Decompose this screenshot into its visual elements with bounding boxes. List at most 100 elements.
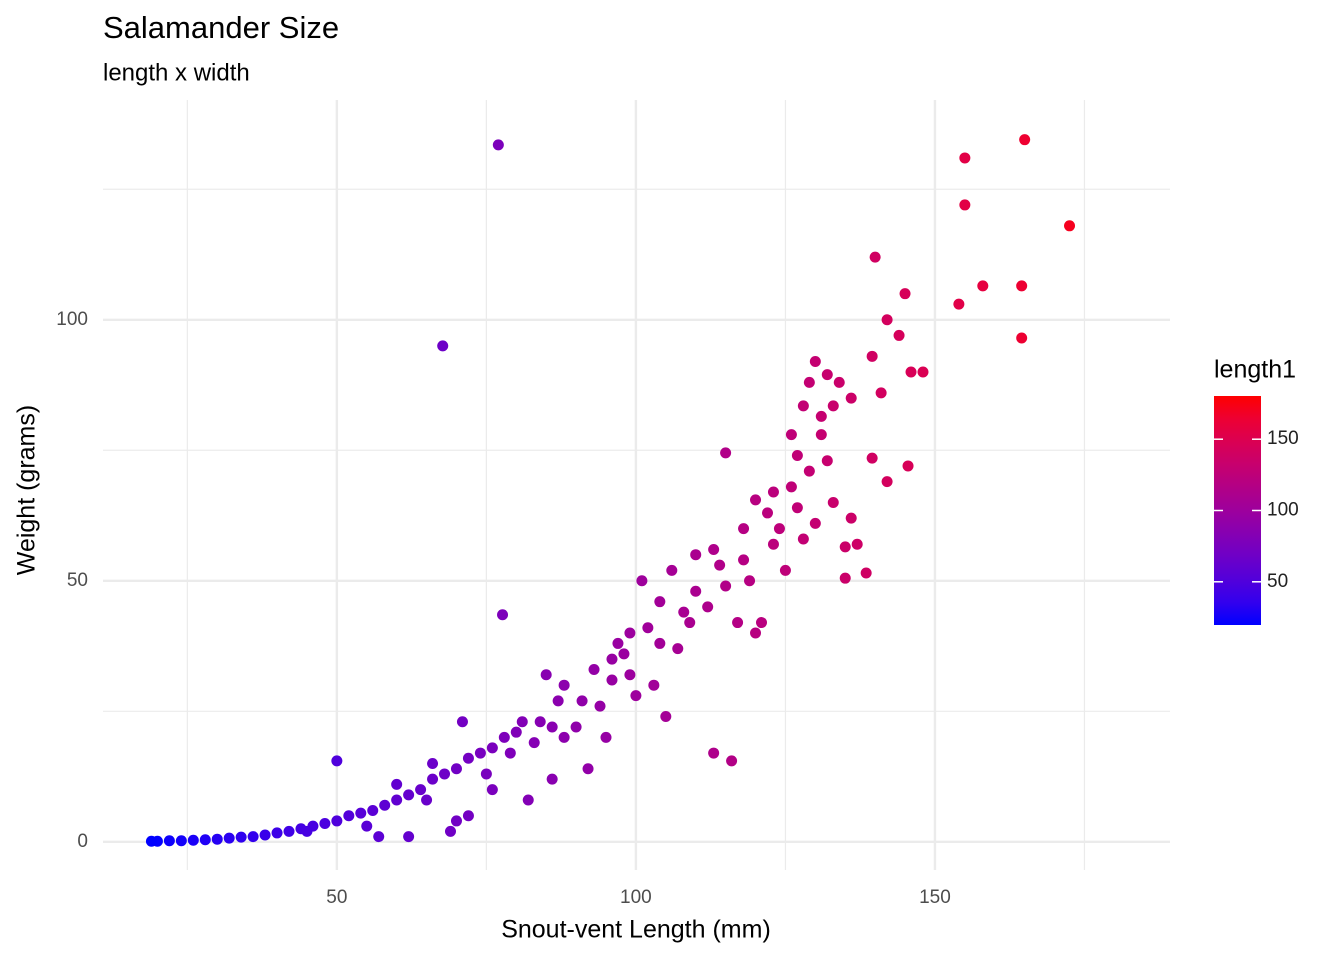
point [642, 622, 654, 634]
point [283, 825, 295, 837]
point [1019, 134, 1031, 146]
point [821, 455, 833, 467]
point [648, 679, 660, 691]
point [654, 596, 666, 608]
point [803, 465, 815, 477]
point [959, 152, 971, 164]
x-tick-label: 150 [919, 887, 951, 908]
point [600, 731, 612, 743]
point [767, 486, 779, 498]
point [720, 447, 732, 459]
point [893, 329, 905, 341]
point [379, 799, 391, 811]
point [528, 737, 540, 749]
point [1064, 220, 1076, 232]
point [827, 496, 839, 508]
point [732, 617, 744, 629]
y-tick-label: 50 [67, 570, 88, 591]
point [223, 832, 235, 844]
point [785, 481, 797, 493]
point [791, 502, 803, 514]
point [582, 763, 594, 775]
point [570, 721, 582, 733]
point [845, 392, 857, 404]
point [726, 755, 738, 767]
point [319, 818, 331, 830]
point [546, 721, 558, 733]
point [744, 575, 756, 587]
point [750, 627, 762, 639]
point [672, 643, 684, 655]
point [839, 541, 851, 553]
point [785, 429, 797, 441]
point [163, 835, 175, 847]
point [187, 834, 199, 846]
point [750, 494, 762, 506]
point [588, 664, 600, 676]
chart-subtitle: length x width [103, 59, 250, 86]
point [576, 695, 588, 707]
y-tick-label: 0 [77, 831, 88, 852]
point [851, 538, 863, 550]
point [456, 716, 468, 728]
x-tick-label: 50 [326, 887, 347, 908]
y-tick-label: 100 [56, 309, 88, 330]
legend-tick-label: 100 [1267, 500, 1299, 521]
point [247, 831, 259, 843]
point [492, 139, 504, 151]
point [427, 773, 439, 785]
point [797, 400, 809, 412]
point [415, 784, 427, 796]
point [343, 810, 355, 822]
point [809, 356, 821, 368]
point [145, 835, 157, 847]
point [899, 288, 911, 300]
point [881, 476, 893, 488]
point [612, 637, 624, 649]
point [779, 564, 791, 576]
point [866, 452, 878, 464]
point [761, 507, 773, 519]
point [175, 835, 187, 847]
point [953, 298, 965, 310]
point [361, 820, 373, 832]
point [450, 763, 462, 775]
point [708, 543, 720, 555]
point [534, 716, 546, 728]
point [714, 559, 726, 571]
point [815, 410, 827, 422]
point [331, 755, 343, 767]
point [866, 350, 878, 362]
point [690, 585, 702, 597]
point [666, 564, 678, 576]
point [977, 280, 989, 292]
point [540, 669, 552, 681]
point [486, 742, 498, 754]
point [959, 199, 971, 211]
point [636, 575, 648, 587]
point [773, 523, 785, 535]
x-axis-label: Snout-vent Length (mm) [501, 916, 771, 944]
x-tick-label: 100 [620, 887, 652, 908]
point [767, 538, 779, 550]
point [437, 340, 449, 352]
legend-tick-label: 150 [1267, 428, 1299, 449]
point [1016, 332, 1028, 344]
point [403, 789, 415, 801]
point [654, 637, 666, 649]
point [486, 784, 498, 796]
point [803, 376, 815, 388]
point [708, 747, 720, 759]
point [504, 747, 516, 759]
point [558, 731, 570, 743]
point [821, 369, 833, 381]
point [367, 804, 379, 816]
legend-tick-label: 50 [1267, 571, 1288, 592]
point [720, 580, 732, 592]
point [421, 794, 433, 806]
point [558, 679, 570, 691]
point [833, 376, 845, 388]
point [845, 512, 857, 524]
point [391, 794, 403, 806]
